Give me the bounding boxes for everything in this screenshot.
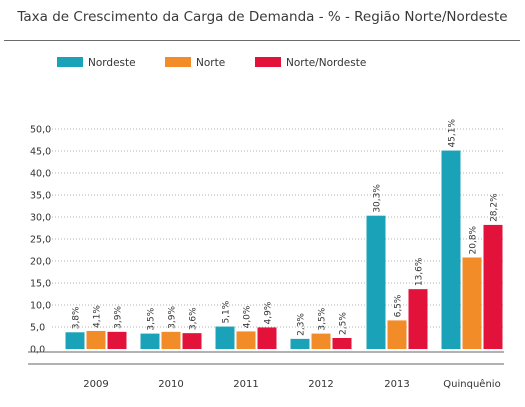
legend-label-3: Norte/Nordeste: [286, 57, 366, 69]
x-tick-label: 2011: [233, 379, 258, 390]
bar-norte-2010: [161, 331, 181, 349]
bar-norte-nordeste-2010: [182, 333, 202, 349]
data-label: 3,9%: [114, 306, 124, 329]
legend-swatch-3: [255, 57, 281, 67]
bar-norte-2009: [86, 330, 106, 349]
title-divider: [4, 40, 520, 41]
bar-nordeste-2009: [65, 332, 85, 349]
data-label: 30,3%: [373, 184, 383, 213]
y-tick-label: 5,0: [30, 323, 45, 334]
bar-norte-2013: [387, 320, 407, 349]
bar-nordeste-2013: [366, 215, 386, 349]
legend-label-2: Norte: [196, 57, 225, 69]
legend-swatch-1: [57, 57, 83, 67]
data-label: 6,5%: [394, 294, 404, 317]
bar-nordeste-2010: [140, 333, 160, 349]
y-tick-label: 20,0: [30, 257, 51, 268]
bar-norte-2011: [236, 331, 256, 349]
bar-norte-nordeste-2009: [107, 331, 127, 349]
data-label: 3,5%: [147, 307, 157, 330]
bar-norte-nordeste-2012: [332, 338, 352, 349]
y-tick-label: 15,0: [30, 279, 51, 290]
x-tick-label: 2012: [308, 379, 333, 390]
bar-norte-nordeste-quinquênio: [483, 224, 503, 349]
bar-norte-2012: [311, 333, 331, 349]
y-tick-label: 0,0: [30, 345, 45, 356]
data-label: 5,1%: [222, 300, 232, 323]
x-tick-label: Quinquênio: [443, 378, 500, 390]
x-tick-label: 2010: [158, 379, 183, 390]
legend-swatch-2: [165, 57, 191, 67]
data-label: 4,0%: [243, 305, 253, 328]
y-tick-label: 10,0: [30, 301, 51, 312]
y-tick-label: 35,0: [30, 191, 51, 202]
data-label: 20,8%: [469, 225, 479, 254]
data-label: 3,9%: [168, 306, 178, 329]
y-tick-label: 30,0: [30, 213, 51, 224]
bar-norte-quinquênio: [462, 257, 482, 349]
data-label: 3,8%: [72, 306, 82, 329]
bar-norte-nordeste-2011: [257, 327, 277, 349]
data-label: 4,1%: [93, 305, 103, 328]
x-tick-label: 2009: [83, 379, 108, 390]
chart-title: Taxa de Crescimento da Carga de Demanda …: [17, 9, 508, 25]
x-tick-label: 2013: [384, 379, 409, 390]
data-label: 4,9%: [264, 301, 274, 324]
bar-nordeste-quinquênio: [441, 150, 461, 349]
bar-nordeste-2011: [215, 326, 235, 349]
data-label: 13,6%: [415, 257, 425, 286]
legend-label-1: Nordeste: [88, 57, 136, 69]
y-tick-label: 50,0: [30, 125, 51, 136]
y-tick-label: 25,0: [30, 235, 51, 246]
data-label: 2,3%: [297, 313, 307, 336]
y-tick-label: 45,0: [30, 147, 51, 158]
bar-nordeste-2012: [290, 338, 310, 349]
data-label: 2,5%: [339, 312, 349, 335]
data-label: 3,6%: [189, 307, 199, 330]
data-label: 45,1%: [448, 119, 458, 148]
data-label: 3,5%: [318, 307, 328, 330]
data-label: 28,2%: [490, 193, 500, 222]
y-tick-label: 40,0: [30, 169, 51, 180]
bar-norte-nordeste-2013: [408, 289, 428, 349]
